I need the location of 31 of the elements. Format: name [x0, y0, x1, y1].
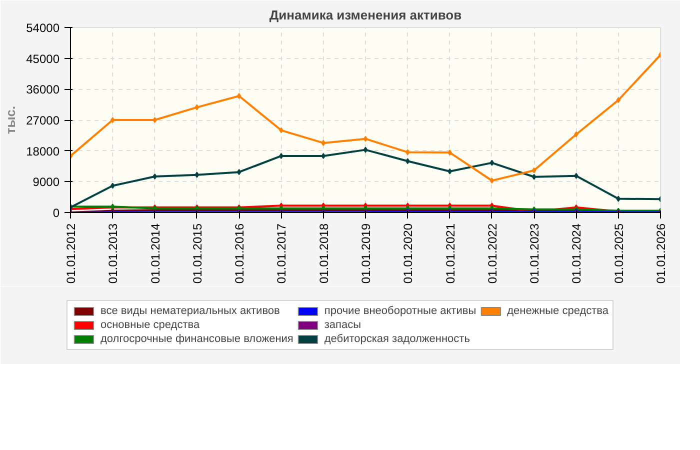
y-tick-label: 36000 [26, 82, 60, 97]
legend-label: основные средства [100, 319, 200, 331]
x-tick-label: 01.01.2012 [64, 223, 78, 284]
x-tick-label: 01.01.2021 [443, 223, 458, 284]
x-tick-label: 01.01.2020 [401, 223, 416, 284]
y-tick-label: 45000 [26, 52, 60, 66]
x-tick-label: 01.01.2022 [485, 223, 500, 284]
legend-label: долгосрочные финансовые вложения [100, 333, 294, 345]
y-tick-label: 54000 [26, 21, 60, 35]
x-tick-label: 01.01.2025 [612, 223, 626, 284]
y-axis-title: тыс. [3, 106, 18, 134]
legend-label: дебиторская задолженность [324, 333, 470, 345]
x-tick-label: 01.01.2016 [232, 223, 247, 284]
x-tick-label: 01.01.2024 [570, 223, 584, 284]
legend-label: прочие внеоборотные активы [324, 305, 476, 317]
x-tick-label: 01.01.2023 [528, 223, 542, 284]
y-tick-label: 9000 [32, 175, 60, 190]
x-tick-label: 01.01.2026 [654, 223, 668, 284]
x-tick-label: 01.01.2017 [274, 223, 289, 284]
x-tick-label: 01.01.2013 [106, 223, 120, 284]
y-tick-label: 18000 [26, 144, 60, 158]
x-tick-label: 01.01.2019 [359, 223, 373, 284]
x-tick-label: 01.01.2015 [190, 223, 204, 284]
legend-label: денежные средства [507, 305, 609, 317]
legend-label: все виды нематериальных активов [100, 305, 280, 317]
y-tick-label: 27000 [26, 114, 60, 128]
x-tick-label: 01.01.2014 [148, 223, 162, 284]
y-tick-label: 0 [52, 206, 60, 220]
x-tick-label: 01.01.2018 [316, 223, 331, 284]
chart-title: Динамика изменения активов [269, 8, 462, 22]
legend-label: запасы [324, 319, 362, 331]
